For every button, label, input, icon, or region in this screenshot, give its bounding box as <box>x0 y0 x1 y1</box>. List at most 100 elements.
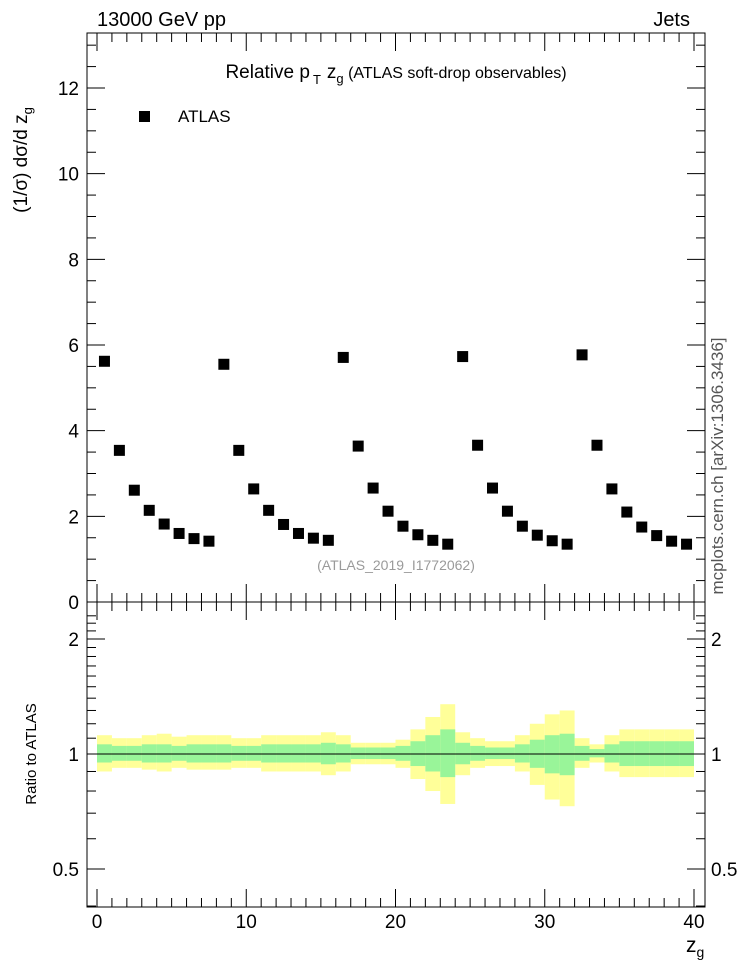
green-band-bin <box>97 744 112 763</box>
ratio-x-axis: 0 10 20 30 40 <box>92 602 705 933</box>
green-band-bin <box>186 744 202 763</box>
green-band-bin <box>305 744 321 763</box>
green-band-bin <box>499 747 515 760</box>
data-point <box>651 530 663 542</box>
data-point <box>621 506 633 518</box>
y-tick-label: 4 <box>68 422 79 443</box>
x-tick-label: 10 <box>236 912 257 933</box>
data-point <box>98 355 110 367</box>
source-label: mcplots.cern.ch [arXiv:1306.3436] <box>708 337 727 594</box>
data-point <box>307 532 319 544</box>
atlas-data-series <box>98 349 693 550</box>
ratio-plot-panel: 0.5 0.5 1 1 2 2 0 10 20 30 40 Ratio to ATLAS zg <box>23 601 737 960</box>
data-point <box>218 358 230 370</box>
green-band-bin <box>231 745 247 761</box>
process-label: Jets <box>653 9 690 31</box>
green-band-bin <box>574 745 590 761</box>
ratio-uncertainty-bands <box>97 704 694 807</box>
legend-marker <box>139 111 150 122</box>
green-band-bin <box>365 747 381 760</box>
x-tick-label: 40 <box>683 912 704 933</box>
data-point <box>143 504 155 516</box>
data-point <box>472 439 484 451</box>
green-band-bin <box>276 744 292 763</box>
x-tick-label: 30 <box>534 912 555 933</box>
data-point <box>516 520 528 532</box>
green-band-bin <box>395 745 411 761</box>
green-band-bin <box>604 744 620 763</box>
green-band-bin <box>440 729 456 778</box>
legend-label: ATLAS <box>178 107 231 126</box>
green-band-bin <box>216 744 232 763</box>
data-point <box>337 351 349 363</box>
data-point <box>576 349 588 361</box>
data-point <box>322 534 334 546</box>
green-band-bin <box>156 744 172 763</box>
green-band-bin <box>514 744 530 763</box>
green-band-bin <box>589 749 605 758</box>
green-band-bin <box>126 745 142 761</box>
data-point <box>546 535 558 547</box>
analysis-watermark: (ATLAS_2019_I1772062) <box>317 557 475 573</box>
y-tick-label: 10 <box>58 165 79 186</box>
data-point <box>487 482 499 494</box>
data-point <box>173 527 185 539</box>
data-point <box>292 527 304 539</box>
green-band-bin <box>335 744 351 763</box>
y-tick-label: 2 <box>68 507 79 528</box>
data-point <box>352 440 364 452</box>
y-tick-label: 0 <box>68 593 79 614</box>
data-point <box>188 533 200 545</box>
y-tick-label: 6 <box>68 336 79 357</box>
energy-label: 13000 GeV pp <box>97 9 226 31</box>
ratio-y-axis-label: Ratio to ATLAS <box>23 703 40 804</box>
ratio-y-tick-label: 1 <box>68 745 79 766</box>
main-y-axis-label: (1/σ) dσ/d zg <box>11 107 35 213</box>
y-tick-label: 8 <box>68 250 79 271</box>
main-x-ticks <box>96 33 695 602</box>
data-point <box>278 518 290 530</box>
ratio-y-axis: 0.5 0.5 1 1 2 2 <box>53 615 737 907</box>
data-point <box>248 483 260 495</box>
data-point <box>442 538 454 550</box>
green-band-bin <box>485 747 500 760</box>
green-band-bin <box>291 744 306 763</box>
data-point <box>457 351 469 363</box>
green-band-bin <box>380 747 396 760</box>
ratio-y-tick-label: 0.5 <box>53 860 79 881</box>
main-y-axis: 0 2 4 6 8 10 12 <box>58 44 705 614</box>
ratio-y-tick-label-right: 1 <box>711 745 722 766</box>
data-point <box>591 439 603 451</box>
data-point <box>501 505 513 517</box>
data-point <box>681 538 693 550</box>
green-band-bin <box>171 745 187 761</box>
data-point <box>158 518 170 530</box>
green-band-bin <box>246 745 262 761</box>
data-point <box>666 535 678 547</box>
green-band-bin <box>201 744 217 763</box>
data-point <box>203 535 215 547</box>
x-tick-label: 20 <box>385 912 406 933</box>
ratio-y-tick-label-right: 0.5 <box>711 860 737 881</box>
ratio-y-tick-label: 2 <box>68 630 79 651</box>
ratio-x-axis-label: zg <box>686 934 704 960</box>
data-point <box>531 529 543 541</box>
green-band-bin <box>470 745 486 761</box>
data-point <box>263 504 275 516</box>
ratio-y-tick-label-right: 2 <box>711 630 722 651</box>
data-point <box>427 534 439 546</box>
green-band-bin <box>141 744 157 763</box>
x-tick-label: 0 <box>92 912 103 933</box>
green-band-bin <box>111 745 127 761</box>
data-point <box>367 482 379 494</box>
data-point <box>561 538 573 550</box>
data-point <box>113 444 125 456</box>
green-band-bin <box>350 747 366 760</box>
green-band-bin <box>425 735 441 772</box>
data-point <box>233 444 245 456</box>
data-point <box>397 520 409 532</box>
data-point <box>636 521 648 533</box>
